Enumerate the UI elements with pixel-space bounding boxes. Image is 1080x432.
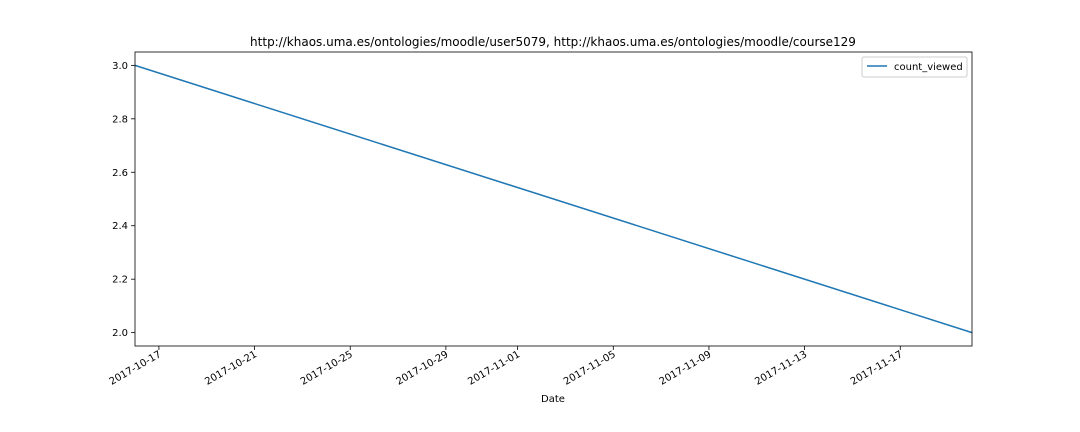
plot-area	[134, 64, 973, 334]
plot-frame	[134, 51, 973, 347]
legend: count_viewed	[861, 56, 968, 78]
y-tick-label: 2.2	[112, 275, 128, 286]
x-tick-label: 2017-11-01	[466, 349, 522, 388]
y-tick-label: 2.4	[112, 221, 128, 232]
legend-label: count_viewed	[894, 62, 963, 73]
y-axis: 2.0 2.2 2.4 2.6 2.8 3.0	[112, 61, 135, 339]
x-tick-label: 2017-10-17	[108, 349, 164, 388]
x-axis: 2017-10-17 2017-10-21 2017-10-25 2017-10-29…	[108, 346, 905, 388]
x-axis-label: Date	[541, 394, 565, 405]
x-tick-label: 2017-11-05	[562, 349, 618, 388]
y-tick-label: 2.8	[112, 114, 128, 125]
x-tick-label: 2017-11-13	[753, 349, 809, 388]
y-tick-label: 2.0	[112, 328, 128, 339]
y-tick-label: 2.6	[112, 168, 128, 179]
x-tick-label: 2017-10-25	[299, 349, 355, 388]
legend-box	[861, 56, 968, 78]
chart-title: http://khaos.uma.es/ontologies/moodle/us…	[250, 35, 856, 49]
x-tick-label: 2017-10-29	[395, 349, 451, 388]
x-tick-label: 2017-11-17	[849, 349, 905, 388]
x-tick-label: 2017-10-21	[203, 349, 259, 388]
x-tick-label: 2017-11-09	[658, 349, 714, 388]
series-line	[134, 64, 973, 334]
y-tick-label: 3.0	[112, 61, 128, 72]
